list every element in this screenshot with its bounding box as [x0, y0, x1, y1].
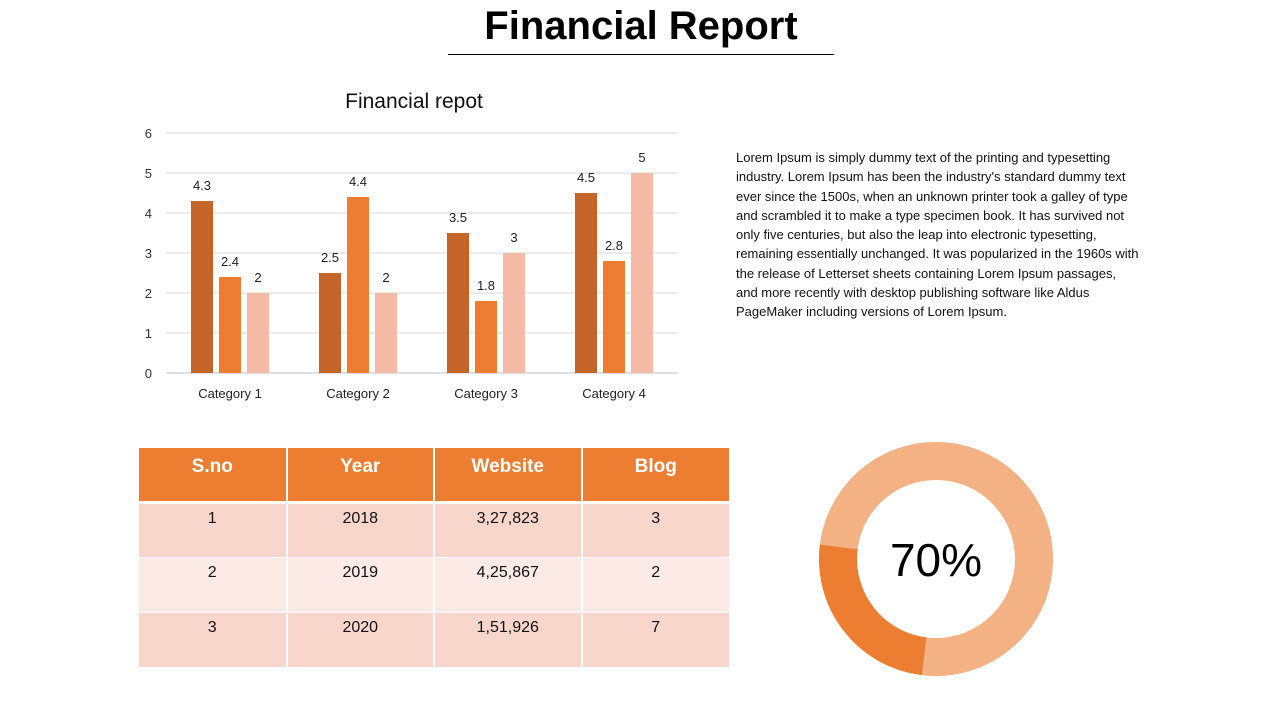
data-label: 1.8 — [477, 278, 495, 293]
data-label: 4.4 — [349, 174, 367, 189]
x-tick-label: Category 2 — [326, 386, 390, 401]
y-tick-label: 0 — [145, 366, 152, 381]
data-label: 5 — [638, 150, 645, 165]
bar — [319, 273, 341, 373]
table-cell: 3,27,823 — [434, 502, 583, 558]
table-cell: 2 — [139, 557, 288, 613]
data-label: 3.5 — [449, 210, 467, 225]
title-underline — [448, 54, 834, 55]
bar — [191, 201, 213, 373]
table-cell: 2019 — [286, 557, 435, 613]
y-tick-label: 6 — [145, 126, 152, 141]
x-tick-label: Category 4 — [582, 386, 646, 401]
table-cell: 1 — [139, 502, 288, 558]
table-cell: 4,25,867 — [434, 557, 583, 613]
bar — [375, 293, 397, 373]
bar — [603, 261, 625, 373]
chart-title: Financial repot — [345, 90, 483, 113]
y-tick-label: 1 — [145, 326, 152, 341]
table-cell: 1,51,926 — [434, 612, 583, 668]
data-label: 2 — [382, 270, 389, 285]
x-tick-label: Category 1 — [198, 386, 262, 401]
data-table: S.no Year Website Blog 1 2018 3,27,823 3… — [139, 448, 729, 668]
bar — [247, 293, 269, 373]
data-label: 4.5 — [577, 170, 595, 185]
column-header-year: Year — [286, 448, 435, 504]
y-tick-label: 3 — [145, 246, 152, 261]
table-cell: 2018 — [286, 502, 435, 558]
table-row: 2 2019 4,25,867 2 — [139, 557, 729, 613]
table-header-row: S.no Year Website Blog — [139, 448, 729, 504]
bar — [475, 301, 497, 373]
data-label: 4.3 — [193, 178, 211, 193]
data-label: 3 — [510, 230, 517, 245]
table-cell: 3 — [581, 502, 729, 558]
table-row: 3 2020 1,51,926 7 — [139, 612, 729, 668]
table-cell: 7 — [581, 612, 729, 668]
column-header-blog: Blog — [581, 448, 729, 504]
bar — [503, 253, 525, 373]
data-label: 2.4 — [221, 254, 239, 269]
bar — [575, 193, 597, 373]
table-row: 1 2018 3,27,823 3 — [139, 502, 729, 558]
bar — [447, 233, 469, 373]
y-tick-label: 2 — [145, 286, 152, 301]
bar-chart: Financial repot 0 1 2 3 4 5 6 4.3 2.4 2 Category 1… — [145, 90, 678, 401]
x-tick-label: Category 3 — [454, 386, 518, 401]
bar — [219, 277, 241, 373]
data-label: 2.8 — [605, 238, 623, 253]
data-label: 2 — [254, 270, 261, 285]
data-label: 2.5 — [321, 250, 339, 265]
bar — [347, 197, 369, 373]
table-cell: 3 — [139, 612, 288, 668]
description-text: Lorem Ipsum is simply dummy text of the … — [736, 150, 1139, 320]
column-header-website: Website — [434, 448, 583, 504]
donut-label: 70% — [889, 534, 983, 586]
y-tick-label: 5 — [145, 166, 152, 181]
table-cell: 2 — [581, 557, 729, 613]
column-header-sno: S.no — [139, 448, 288, 504]
donut-chart — [819, 442, 1053, 676]
y-tick-label: 4 — [145, 206, 152, 221]
page-title: Financial Report — [484, 4, 798, 48]
table-cell: 2020 — [286, 612, 435, 668]
bar — [631, 173, 653, 373]
